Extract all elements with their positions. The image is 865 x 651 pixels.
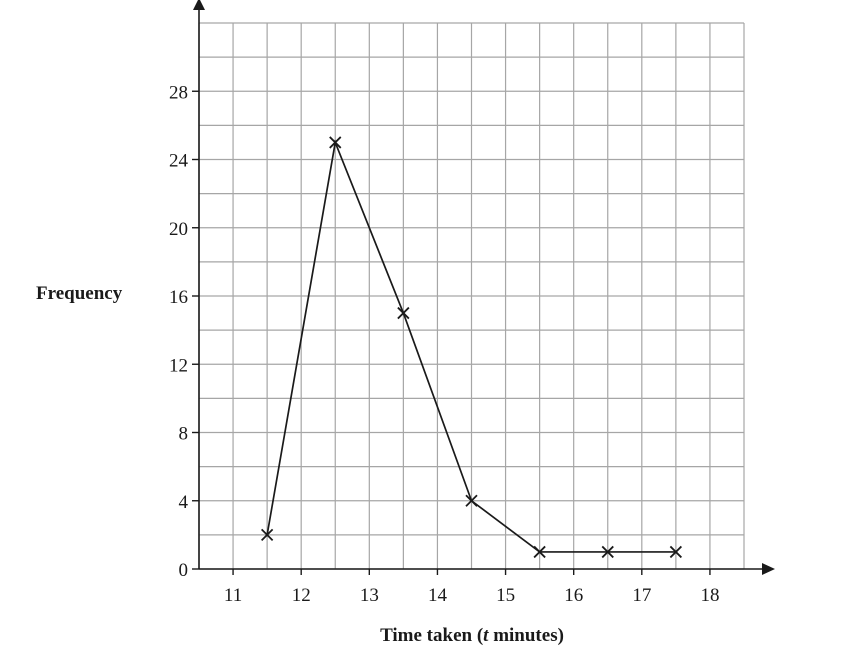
cross-stroke (260, 528, 274, 542)
y-tick-label: 24 (169, 151, 189, 172)
y-tick-label: 16 (169, 287, 188, 308)
data-point-cross (533, 545, 546, 559)
data-series (260, 136, 683, 559)
cross-stroke (601, 545, 614, 559)
x-tick-label: 11 (224, 585, 242, 606)
x-tick-label: 14 (428, 585, 448, 606)
x-axis-title-part-2: minutes) (488, 625, 563, 646)
y-tick-label: 4 (179, 492, 189, 513)
y-tick-label: 12 (169, 355, 188, 376)
data-point-cross (260, 528, 274, 542)
cross-stroke (397, 306, 410, 320)
x-tick-label: 15 (496, 585, 515, 606)
y-axis-title: Frequency (36, 283, 123, 304)
x-axis-ticks: 11 12 13 14 15 16 17 18 (224, 569, 719, 606)
y-axis-ticks: 0 4 8 12 16 20 24 28 (169, 82, 199, 581)
data-point-cross (329, 136, 342, 149)
x-tick-label: 17 (632, 585, 651, 606)
x-axis-arrowhead (762, 563, 775, 575)
grid (198, 22, 745, 570)
cross-stroke (329, 136, 342, 149)
data-point-cross (601, 545, 614, 559)
cross-stroke (533, 545, 546, 559)
x-axis-title-part-1: Time taken ( (380, 625, 483, 646)
data-point-cross (397, 306, 410, 320)
x-tick-label: 13 (360, 585, 379, 606)
x-axis-title-variable: t (483, 625, 489, 646)
y-tick-label: 0 (179, 560, 189, 581)
data-point-cross (465, 494, 478, 507)
y-axis-arrowhead (193, 0, 205, 10)
cross-stroke (465, 494, 478, 507)
x-axis-title: Time taken (t minutes) (380, 625, 564, 646)
y-tick-label: 20 (169, 219, 188, 240)
x-tick-label: 18 (700, 585, 719, 606)
axes (193, 0, 775, 575)
cross-stroke (669, 545, 683, 559)
y-tick-label: 28 (169, 82, 188, 103)
x-tick-label: 12 (292, 585, 311, 606)
x-tick-label: 16 (564, 585, 583, 606)
y-tick-label: 8 (179, 424, 189, 445)
data-point-cross (669, 545, 683, 559)
